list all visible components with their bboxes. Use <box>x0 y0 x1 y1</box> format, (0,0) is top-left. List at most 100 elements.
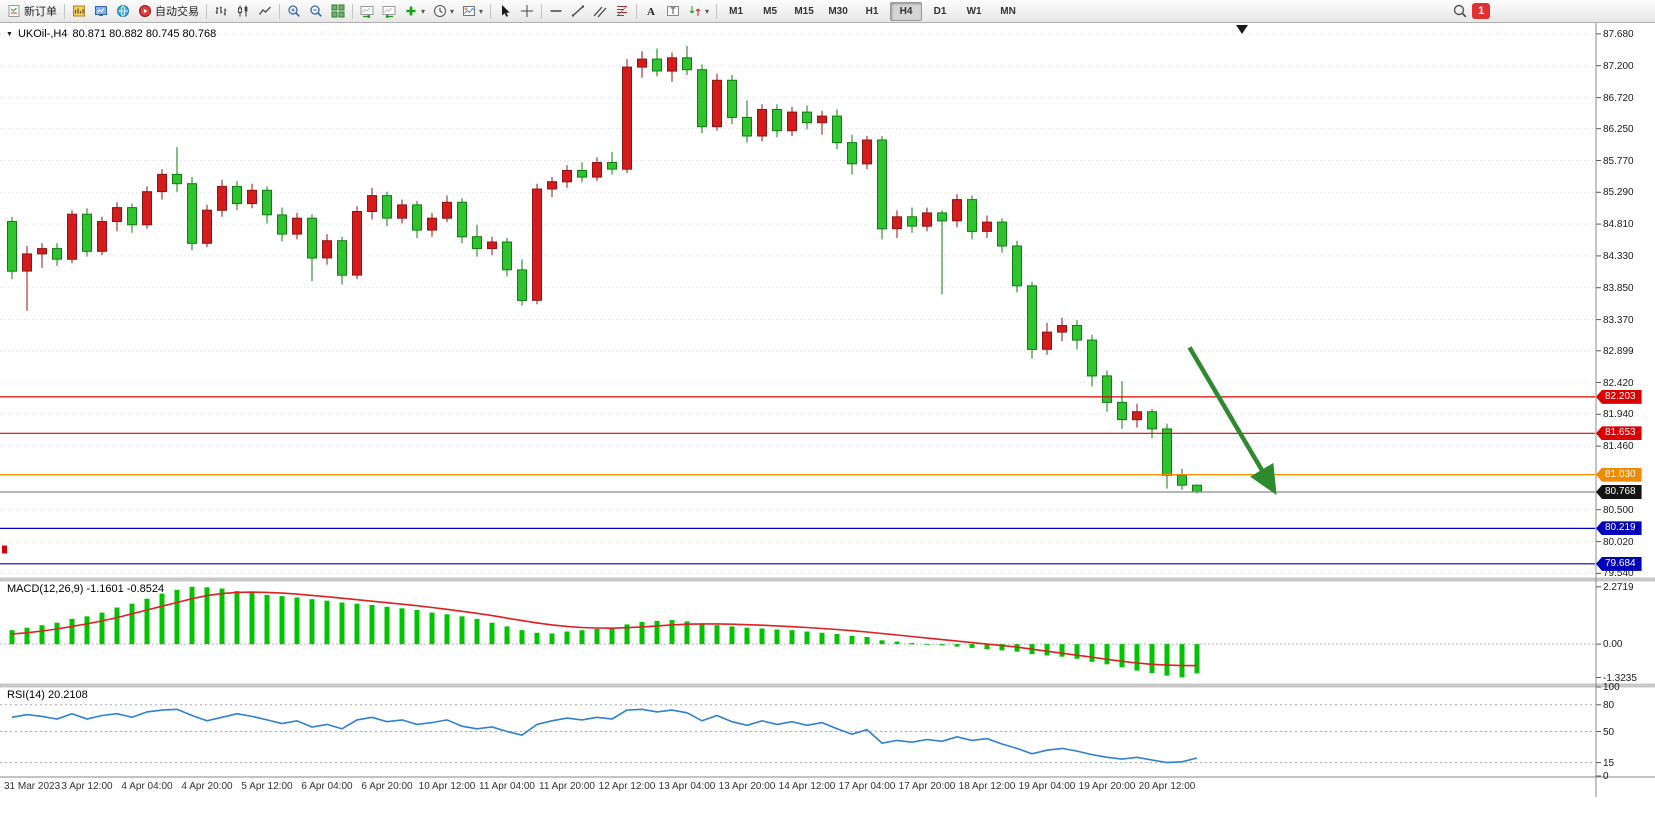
bar-chart-button[interactable] <box>210 1 232 21</box>
price-axis-label: 84.810 <box>1603 219 1634 231</box>
label-button[interactable]: T <box>662 1 684 21</box>
crosshair-icon <box>521 5 534 17</box>
periods-icon <box>434 5 447 17</box>
profiles-icon <box>95 6 107 16</box>
price-axis-label: 81.940 <box>1603 409 1634 421</box>
candle <box>232 181 242 211</box>
line-chart-button[interactable] <box>254 1 276 21</box>
tile-windows-button[interactable] <box>327 1 349 21</box>
trendline-button[interactable] <box>567 1 589 21</box>
timeframe-button-h1[interactable]: H1 <box>865 5 879 17</box>
indicators-icon <box>406 6 416 16</box>
time-axis-label: 12 Apr 12:00 <box>598 781 656 792</box>
zoom-in-button[interactable] <box>283 1 305 21</box>
autotrading-button[interactable]: 自动交易 <box>134 1 203 21</box>
horizontal-line-button[interactable] <box>545 1 567 21</box>
timeframe-button-m5[interactable]: M5 <box>763 5 778 17</box>
new-chart-button[interactable] <box>68 1 90 21</box>
crosshair-button[interactable] <box>516 1 538 21</box>
toolbar-separator <box>279 3 280 19</box>
bar-chart-icon <box>215 6 227 16</box>
cursor-icon <box>502 5 510 17</box>
candle <box>112 202 122 232</box>
candle <box>1027 281 1037 359</box>
timeframe-button-m1[interactable]: M1 <box>729 5 744 17</box>
candle <box>502 238 512 277</box>
price-tag[interactable]: 82.203 <box>1596 389 1642 404</box>
templates-button[interactable]: ▾ <box>458 1 487 21</box>
price-tag[interactable]: 81.030 <box>1596 467 1642 482</box>
macd-histogram <box>9 586 1200 678</box>
candle <box>682 45 692 75</box>
candle <box>82 208 92 257</box>
candlestick-chart-button[interactable] <box>232 1 254 21</box>
candle <box>262 186 272 224</box>
macd-axis-label: -1.3235 <box>1603 672 1637 684</box>
candle <box>187 177 197 250</box>
price-axis-label: 81.460 <box>1603 441 1634 453</box>
fibonacci-button[interactable] <box>611 1 633 21</box>
price-tag[interactable]: 79.684 <box>1596 556 1642 571</box>
rsi-axis-label: 100 <box>1603 682 1620 693</box>
timeframe-button-h4[interactable]: H4 <box>890 1 923 21</box>
panel-separator[interactable] <box>0 683 1655 688</box>
candle <box>922 207 932 232</box>
macd-axis-label: 0.00 <box>1603 639 1623 651</box>
notifications-badge[interactable]: 1 <box>1472 3 1491 19</box>
candle <box>427 212 437 237</box>
new-order-button[interactable]: 新订单 <box>3 1 61 21</box>
timeframe-button-mn[interactable]: MN <box>1000 5 1016 17</box>
toolbar-separator <box>716 3 718 19</box>
cursor-button[interactable] <box>494 1 516 21</box>
indicators-button[interactable]: ▾ <box>400 1 429 21</box>
chart-shift-button[interactable] <box>378 1 400 21</box>
panel-separator[interactable] <box>0 577 1655 582</box>
price-axis-label: 80.500 <box>1603 504 1634 516</box>
time-axis-label: 4 Apr 20:00 <box>181 781 233 792</box>
timeframe-button-w1[interactable]: W1 <box>966 5 982 17</box>
time-axis-label: 19 Apr 20:00 <box>1078 781 1136 792</box>
candle <box>367 187 377 220</box>
toolbar-separator <box>352 3 353 19</box>
price-tag[interactable]: 80.219 <box>1596 521 1642 536</box>
equidistant-channel-button[interactable] <box>589 1 611 21</box>
candle <box>322 234 332 265</box>
rsi-axis-label: 0 <box>1603 771 1609 782</box>
candle <box>967 195 977 240</box>
search-button[interactable] <box>1449 1 1472 21</box>
profiles-button[interactable] <box>90 1 112 21</box>
time-axis-label: 20 Apr 12:00 <box>1138 781 1196 792</box>
trend-arrow-object[interactable] <box>1187 346 1277 495</box>
timeframe-button-m15[interactable]: M15 <box>794 5 814 17</box>
rsi-axis-label: 50 <box>1603 726 1615 738</box>
candle <box>217 179 227 217</box>
price-tag[interactable]: 81.653 <box>1596 426 1642 441</box>
arrows-button[interactable]: ▾ <box>684 1 713 21</box>
price-axis-label: 83.370 <box>1603 314 1634 326</box>
candle <box>127 203 137 233</box>
time-axis-label: 4 Apr 04:00 <box>121 781 173 792</box>
price-tag[interactable]: 80.768 <box>1596 484 1642 499</box>
candle <box>67 210 77 264</box>
toolbar-separator <box>64 3 65 19</box>
candle <box>787 106 797 136</box>
text-button[interactable]: A <box>640 1 662 21</box>
candle <box>487 236 497 256</box>
svg-text:A: A <box>647 6 655 18</box>
candle <box>247 183 257 209</box>
chart-object-marker[interactable] <box>2 545 7 554</box>
candle <box>52 243 62 266</box>
one-click-trading-toggle[interactable]: ▼ <box>6 30 13 38</box>
zoom-out-button[interactable] <box>305 1 327 21</box>
chart-shift-marker[interactable] <box>1236 25 1248 34</box>
candle <box>577 162 587 183</box>
timeframe-button-m30[interactable]: M30 <box>828 5 848 17</box>
price-axis-label: 82.899 <box>1603 345 1634 357</box>
auto-scroll-button[interactable] <box>356 1 378 21</box>
timeframe-button-d1[interactable]: D1 <box>933 5 947 17</box>
rsi-label: RSI(14) 20.2108 <box>7 689 88 701</box>
community-button[interactable] <box>112 1 134 21</box>
periods-button[interactable]: ▾ <box>429 1 458 21</box>
